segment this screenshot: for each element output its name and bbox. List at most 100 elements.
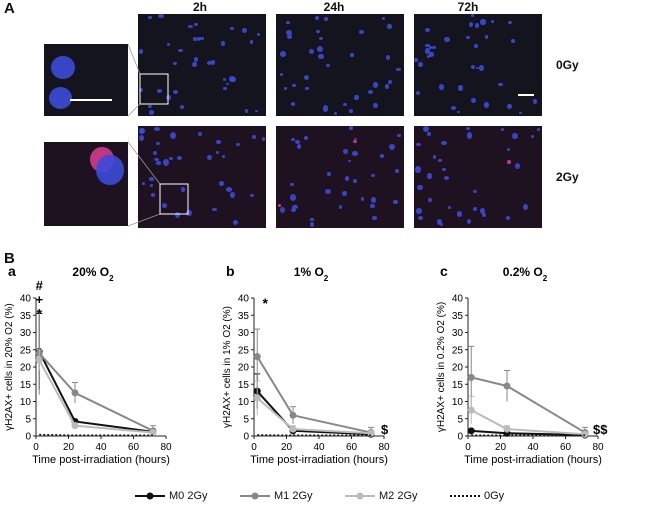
data-point [467,427,475,435]
micrograph-0gy-2h [138,14,266,116]
nucleus [290,207,297,212]
nucleus [232,219,238,225]
nucleus [473,190,477,194]
nucleus [479,207,486,214]
y-tick-label: 25 [452,345,464,356]
nucleus [429,51,434,57]
nucleus [417,216,424,221]
nucleus [138,135,144,142]
y-tick-label: 40 [452,294,464,305]
legend-item-m1: M1 2Gy [240,490,313,502]
y-tick-label: 25 [20,345,32,356]
nucleus [250,193,255,198]
nucleus [429,46,433,49]
nucleus [257,32,261,36]
nucleus [50,55,75,80]
nucleus [286,34,292,40]
legend-item-m0: M0 2Gy [135,490,208,502]
nucleus [279,73,284,77]
nucleus [196,37,201,42]
nucleus [148,16,152,19]
nucleus [350,52,355,58]
nucleus [512,132,518,139]
nucleus [373,103,378,108]
significance-marker: * [37,306,43,321]
significance-marker: $$ [593,422,608,437]
y-tick-label: 35 [452,311,464,322]
nucleus [223,86,227,90]
y-tick-label: 0 [243,432,249,443]
y-tick-label: 30 [238,328,250,339]
nucleus [481,212,487,218]
nucleus [315,16,319,20]
inset-box-0gy [139,73,169,105]
nucleus [370,203,375,209]
nucleus [199,36,205,41]
nucleus [194,22,198,26]
nucleus [448,205,452,209]
y-tick-label: 15 [20,380,32,391]
nucleus [518,111,523,115]
nucleus [450,106,456,111]
data-point [71,389,79,397]
nucleus [295,139,300,144]
y-tick-label: 5 [25,414,31,425]
nucleus [432,155,437,160]
nucleus [304,86,309,91]
nucleus [389,143,396,150]
nucleus [229,75,236,83]
x-tick-label: 80 [592,442,604,453]
nucleus [393,199,398,204]
nucleus [166,94,172,101]
nucleus [230,26,235,31]
nucleus [352,139,357,144]
nucleus [290,101,296,106]
nucleus [175,211,181,218]
nucleus [474,23,480,28]
nucleus [443,175,450,180]
nucleus [438,84,445,90]
nucleus [368,89,374,95]
nucleus [424,27,430,33]
nucleus [379,154,385,159]
chart-title: 20% O2 [72,265,114,283]
nucleus [371,174,376,178]
data-point [467,373,475,381]
time-label-24h: 24h [323,0,345,14]
nucleus [425,48,430,54]
nucleus [471,64,475,70]
data-point [289,411,297,419]
nucleus [414,58,419,62]
series-line [471,376,586,434]
nucleus [514,162,521,170]
nucleus [387,24,392,29]
nucleus [318,36,324,41]
x-tick-label: 60 [560,442,572,453]
y-tick-label: 20 [20,363,32,374]
nucleus [416,208,423,214]
nucleus [277,203,282,207]
nucleus [292,205,298,210]
nucleus [325,189,332,195]
nucleus [506,147,510,152]
nucleus [221,41,226,46]
nucleus [344,176,349,182]
nucleus [424,43,430,48]
nucleus [325,63,331,68]
nucleus [206,61,212,66]
nucleus [456,211,463,217]
nucleus [490,20,494,23]
nucleus [396,68,401,72]
nucleus [226,83,230,86]
x-axis-label: Time post-irradiation (hours) [464,454,602,466]
y-tick-label: 10 [452,397,464,408]
y-tick-label: 5 [457,414,463,425]
nucleus [141,181,145,185]
nucleus [158,14,164,19]
nucleus [290,183,294,187]
nucleus [149,110,154,115]
inset-2gy-image [44,142,128,226]
nucleus [470,98,476,103]
nucleus [191,61,198,67]
